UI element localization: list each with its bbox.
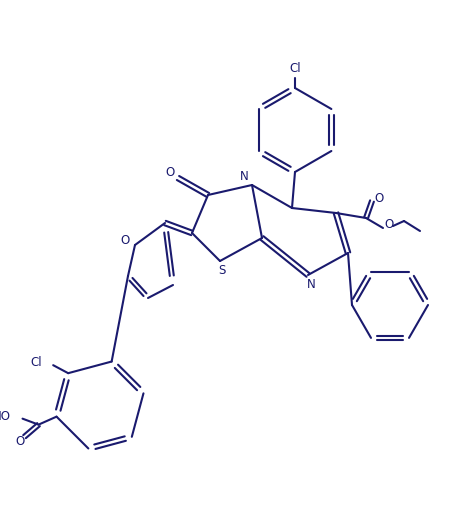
- Text: O: O: [15, 435, 24, 448]
- Text: O: O: [375, 192, 384, 206]
- Text: HO: HO: [0, 410, 10, 423]
- Text: O: O: [120, 234, 130, 247]
- Text: O: O: [385, 219, 394, 232]
- Text: S: S: [218, 265, 226, 278]
- Text: Cl: Cl: [289, 63, 301, 75]
- Text: N: N: [240, 170, 248, 184]
- Text: N: N: [306, 279, 316, 291]
- Text: Cl: Cl: [30, 356, 42, 369]
- Text: O: O: [165, 166, 175, 179]
